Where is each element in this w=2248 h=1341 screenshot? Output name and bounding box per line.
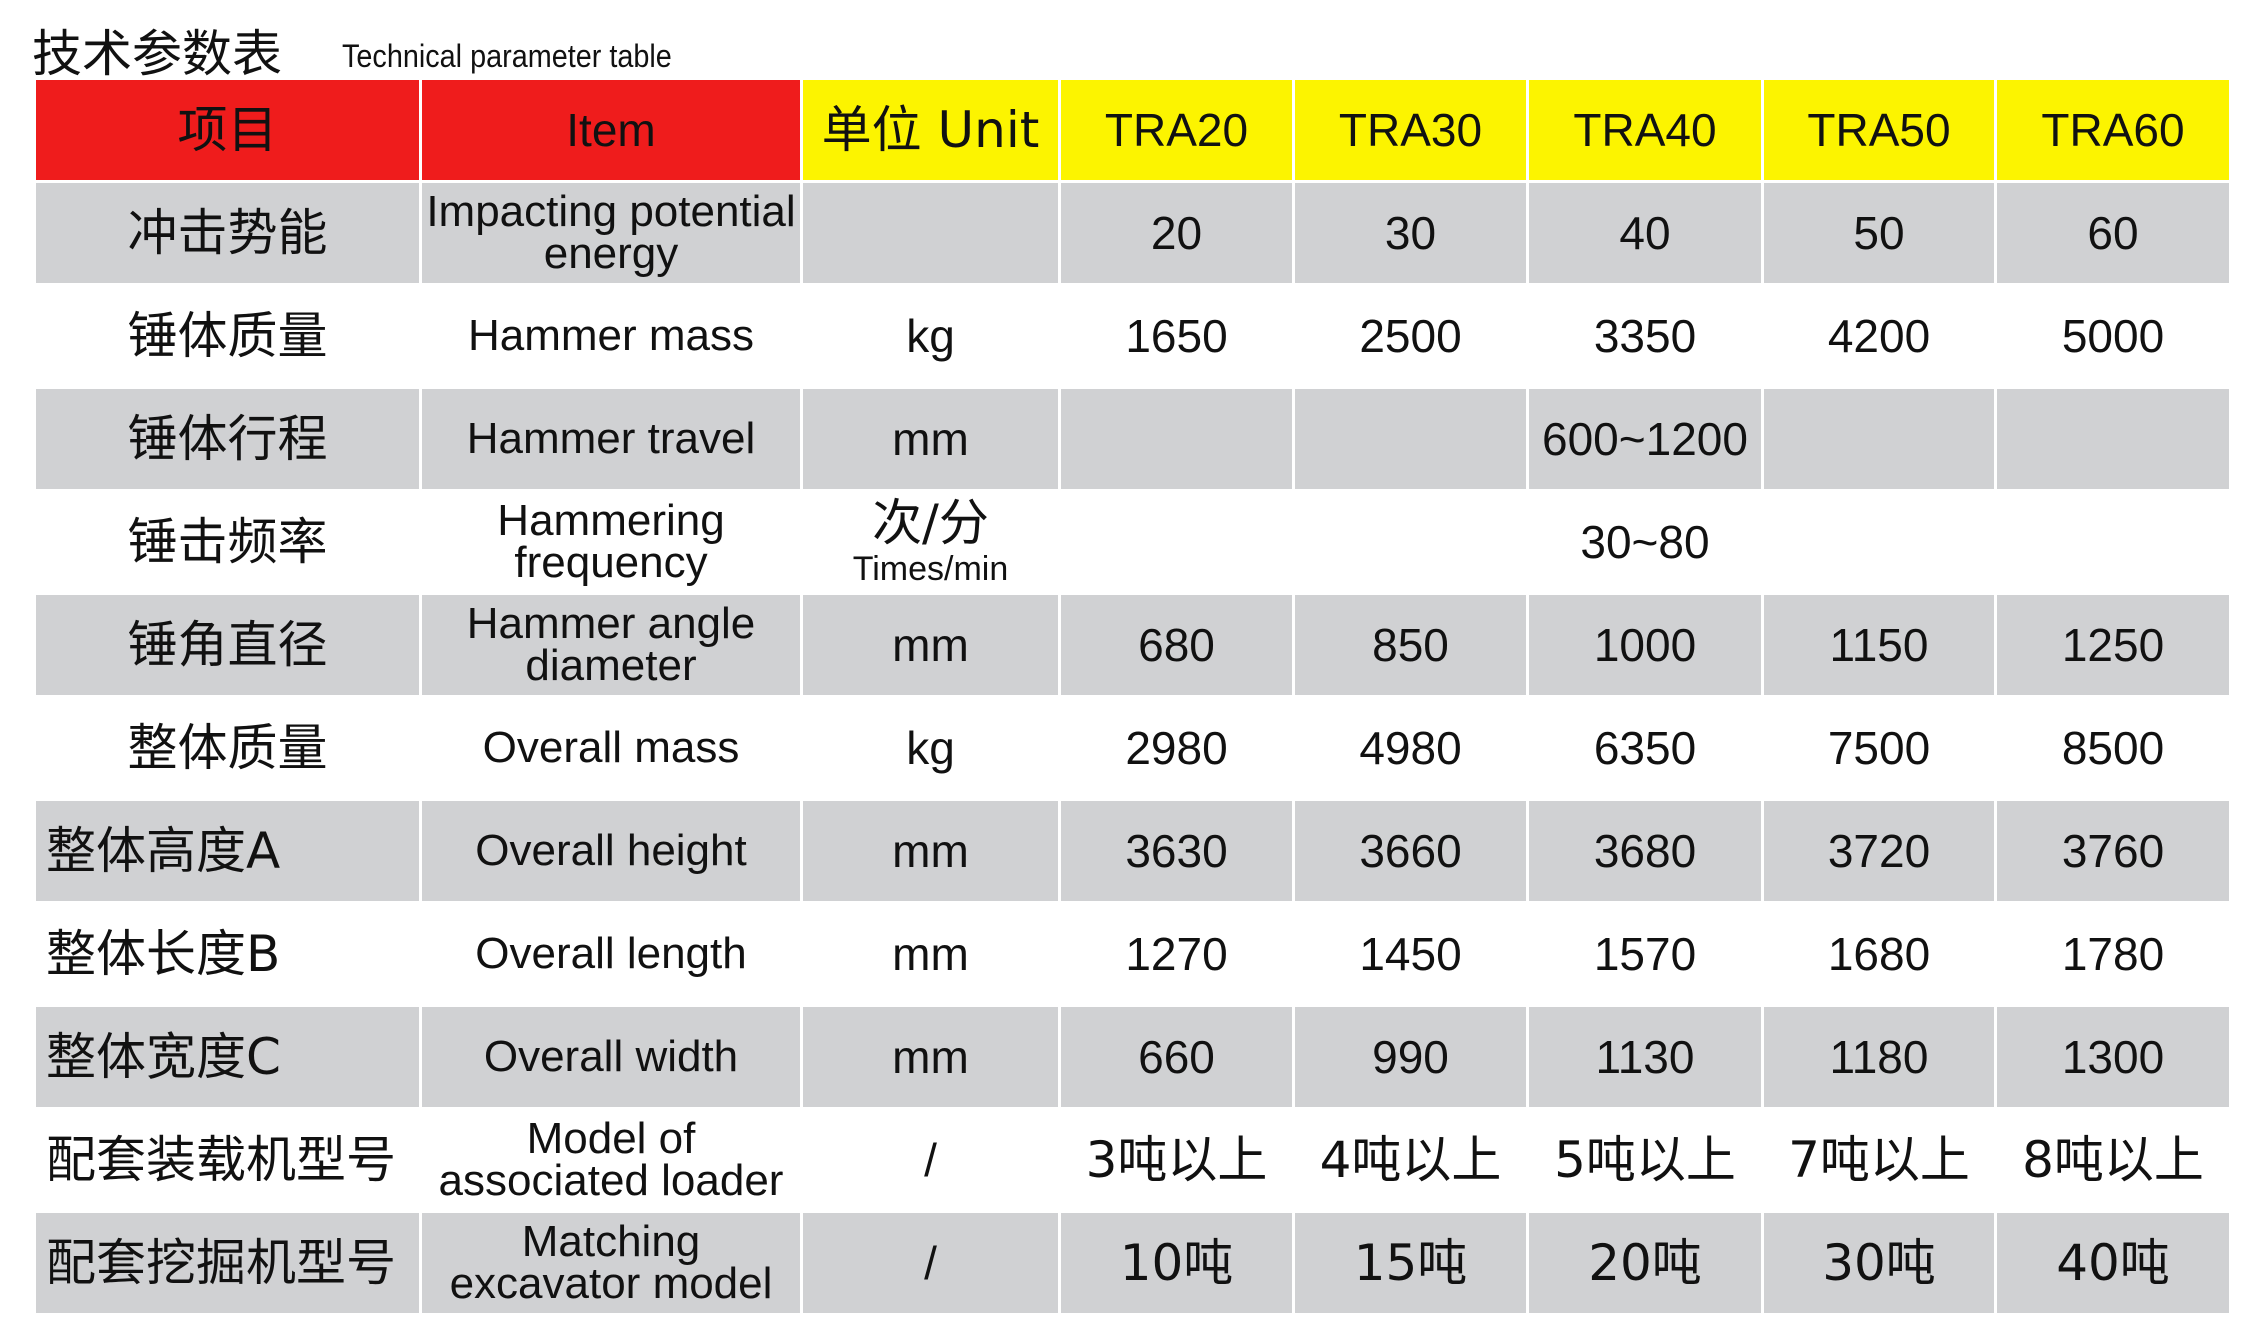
row-label-en: Hammer angle diameter (422, 595, 800, 695)
value-cell: 4吨以上 (1295, 1110, 1526, 1210)
row-label-cn: 冲击势能 (36, 183, 419, 283)
row-label-cn: 锤体行程 (36, 389, 419, 489)
value-cell: 3760 (1997, 801, 2229, 901)
value-cell: 3吨以上 (1061, 1110, 1292, 1210)
value-cell: 6350 (1529, 698, 1761, 798)
value-cell: 3630 (1061, 801, 1292, 901)
value-cell: 3660 (1295, 801, 1526, 901)
row-label-cn: 配套挖掘机型号 (36, 1213, 419, 1313)
value-cell: 7500 (1764, 698, 1994, 798)
unit-cell: mm (803, 801, 1058, 901)
value-cell: 2500 (1295, 286, 1526, 386)
value-cell: 5吨以上 (1529, 1110, 1761, 1210)
value-cell: 660 (1061, 1007, 1292, 1107)
row-label-cn: 整体长度B (36, 904, 419, 1004)
value-cell: 1180 (1764, 1007, 1994, 1107)
unit-cell: mm (803, 904, 1058, 1004)
row-label-en: Overall length (422, 904, 800, 1004)
value-cell: 40 (1529, 183, 1761, 283)
value-cell: 1250 (1997, 595, 2229, 695)
unit-cell: 次/分 Times/min (803, 492, 1058, 592)
unit-text: 次/分 (872, 494, 989, 552)
value-cell: 1450 (1295, 904, 1526, 1004)
row-label-en: Hammer mass (422, 286, 800, 386)
unit-cell: / (803, 1213, 1058, 1313)
title-english: Technical parameter table (342, 38, 672, 74)
value-cell: 680 (1061, 595, 1292, 695)
value-cell: 3680 (1529, 801, 1761, 901)
value-cell: 1130 (1529, 1007, 1761, 1107)
value-cell (1295, 389, 1526, 489)
row-label-cn: 锤击频率 (36, 492, 419, 592)
value-cell: 30吨 (1764, 1213, 1994, 1313)
header-cell: TRA30 (1295, 80, 1526, 180)
value-cell (1061, 389, 1292, 489)
row-label-en: Model of associated loader (422, 1110, 800, 1210)
row-label-en: Overall height (422, 801, 800, 901)
value-cell: 50 (1764, 183, 1994, 283)
value-cell: 7吨以上 (1764, 1110, 1994, 1210)
header-cell: 单位 Unit (803, 80, 1058, 180)
value-cell: 30 (1295, 183, 1526, 283)
header-cell: Item (422, 80, 800, 180)
value-cell: 1150 (1764, 595, 1994, 695)
row-label-en: Overall width (422, 1007, 800, 1107)
value-cell: 850 (1295, 595, 1526, 695)
header-cell: 项目 (36, 80, 419, 180)
row-label-cn: 整体宽度C (36, 1007, 419, 1107)
row-label-en: Hammering frequency (422, 492, 800, 592)
value-cell: 30~80 (1061, 492, 2229, 592)
value-cell: 20吨 (1529, 1213, 1761, 1313)
unit-cell: / (803, 1110, 1058, 1210)
value-cell: 600~1200 (1529, 389, 1761, 489)
unit-cell: mm (803, 389, 1058, 489)
row-label-en: Matching excavator model (422, 1213, 800, 1313)
row-label-cn: 整体高度A (36, 801, 419, 901)
value-cell: 1650 (1061, 286, 1292, 386)
row-label-cn: 锤体质量 (36, 286, 419, 386)
value-cell: 10吨 (1061, 1213, 1292, 1313)
value-cell: 40吨 (1997, 1213, 2229, 1313)
value-cell (1997, 389, 2229, 489)
header-cell: TRA50 (1764, 80, 1994, 180)
unit-subtext: Times/min (852, 550, 1009, 588)
value-cell: 8吨以上 (1997, 1110, 2229, 1210)
value-cell: 15吨 (1295, 1213, 1526, 1313)
unit-cell: kg (803, 286, 1058, 386)
unit-cell: kg (803, 698, 1058, 798)
title-chinese: 技术参数表 (32, 25, 282, 83)
value-cell: 4980 (1295, 698, 1526, 798)
value-cell: 1780 (1997, 904, 2229, 1004)
value-cell: 990 (1295, 1007, 1526, 1107)
value-cell: 8500 (1997, 698, 2229, 798)
row-label-cn: 整体质量 (36, 698, 419, 798)
unit-cell: mm (803, 595, 1058, 695)
value-cell: 5000 (1997, 286, 2229, 386)
value-cell: 3350 (1529, 286, 1761, 386)
value-cell: 1570 (1529, 904, 1761, 1004)
value-cell: 1000 (1529, 595, 1761, 695)
row-label-cn: 配套装载机型号 (36, 1110, 419, 1210)
value-cell: 1270 (1061, 904, 1292, 1004)
value-cell: 20 (1061, 183, 1292, 283)
row-label-en: Hammer travel (422, 389, 800, 489)
header-cell: TRA40 (1529, 80, 1761, 180)
value-cell (1764, 389, 1994, 489)
row-label-en: Overall mass (422, 698, 800, 798)
value-cell: 3720 (1764, 801, 1994, 901)
row-label-cn: 锤角直径 (36, 595, 419, 695)
parameter-table: 项目 Item 单位 Unit TRA20 TRA30 TRA40 TRA50 TRA60 冲击… (36, 80, 2229, 1313)
value-cell: 60 (1997, 183, 2229, 283)
header-cell: TRA20 (1061, 80, 1292, 180)
unit-cell: mm (803, 1007, 1058, 1107)
value-cell: 4200 (1764, 286, 1994, 386)
value-cell: 2980 (1061, 698, 1292, 798)
unit-cell (803, 183, 1058, 283)
value-cell: 1680 (1764, 904, 1994, 1004)
value-cell: 1300 (1997, 1007, 2229, 1107)
row-label-en: Impacting potential energy (422, 183, 800, 283)
header-cell: TRA60 (1997, 80, 2229, 180)
